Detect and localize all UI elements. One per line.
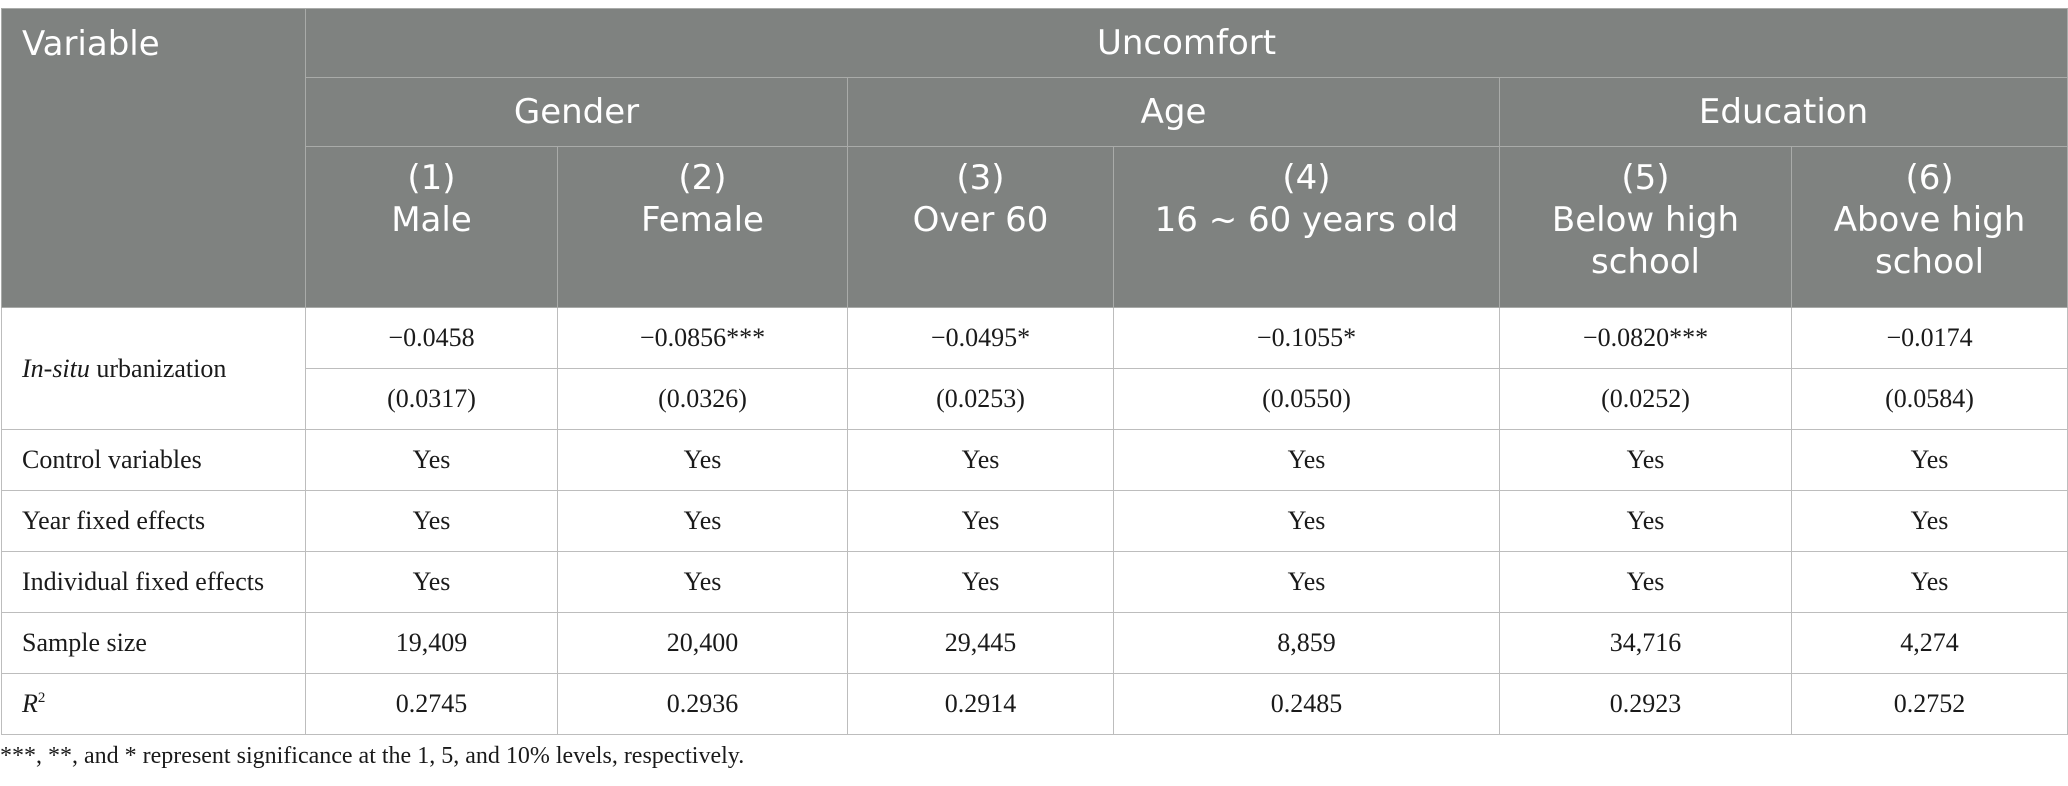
table-cell: 4,274 xyxy=(1790,612,2068,674)
table-cell: Yes xyxy=(305,429,558,491)
column-label: 16 ~ 60 years old xyxy=(1154,200,1459,240)
table-cell: −0.1055* xyxy=(1113,307,1500,369)
table-row-r-squared: R2 0.2745 0.2936 0.2914 0.2485 0.2923 0.… xyxy=(1,673,2068,735)
table-cell: 20,400 xyxy=(557,612,848,674)
table-cell: Yes xyxy=(557,429,848,491)
table-cell: (0.0253) xyxy=(847,368,1114,430)
row-label: Year fixed effects xyxy=(1,490,306,552)
table-row-year-fixed-effects: Year fixed effects Yes Yes Yes Yes Yes Y… xyxy=(1,490,2068,552)
table-cell: −0.0458 xyxy=(305,307,558,369)
table-cell: Yes xyxy=(1113,490,1500,552)
table-cell: (0.0252) xyxy=(1499,368,1792,430)
table-cell: 8,859 xyxy=(1113,612,1500,674)
table-cell: 0.2752 xyxy=(1790,673,2068,735)
column-number: (4) xyxy=(1282,158,1331,198)
superscript: 2 xyxy=(37,690,46,706)
table-cell: 0.2936 xyxy=(557,673,848,735)
column-number: (3) xyxy=(956,158,1005,198)
group-header-gender: Gender xyxy=(305,77,848,147)
table-cell: Yes xyxy=(1790,429,2068,491)
table-cell: Yes xyxy=(1499,429,1792,491)
table-row-urbanization-se: (0.0317) (0.0326) (0.0253) (0.0550) (0.0… xyxy=(2,368,2068,430)
table-cell: Yes xyxy=(1790,551,2068,613)
column-header-6: (6) Above high school xyxy=(1790,146,2068,308)
column-label: Above high school xyxy=(1833,200,2026,282)
table-cell: 34,716 xyxy=(1499,612,1792,674)
table-cell: (0.0326) xyxy=(557,368,848,430)
table-cell: −0.0820*** xyxy=(1499,307,1792,369)
row-label: Individual fixed effects xyxy=(1,551,306,613)
table-cell: −0.0495* xyxy=(847,307,1114,369)
table-cell: Yes xyxy=(847,490,1114,552)
results-table: Variable Uncomfort Gender Age Education … xyxy=(1,8,2068,735)
column-header-5: (5) Below high school xyxy=(1499,146,1792,308)
column-header-3: (3) Over 60 xyxy=(847,146,1114,308)
column-label: Over 60 xyxy=(912,200,1049,240)
table-cell: Yes xyxy=(1113,551,1500,613)
table-cell: Yes xyxy=(1113,429,1500,491)
table-cell: Yes xyxy=(1499,551,1792,613)
table-row-control-variables: Control variables Yes Yes Yes Yes Yes Ye… xyxy=(1,429,2068,491)
table-cell: Yes xyxy=(1499,490,1792,552)
group-header-education: Education xyxy=(1498,77,2068,147)
row-label-italic: In-situ xyxy=(22,353,90,383)
column-number: (5) xyxy=(1621,158,1670,198)
table-cell: 0.2923 xyxy=(1499,673,1792,735)
table-cell: 19,409 xyxy=(305,612,558,674)
column-header-4: (4) 16 ~ 60 years old xyxy=(1113,146,1500,308)
table-row-urbanization-coef: In-situ urbanization −0.0458 −0.0856*** … xyxy=(1,307,2068,430)
column-header-2: (2) Female xyxy=(557,146,848,308)
table-row-individual-fixed-effects: Individual fixed effects Yes Yes Yes Yes… xyxy=(1,551,2068,613)
table-cell: Yes xyxy=(557,490,848,552)
table-cell: 0.2745 xyxy=(305,673,558,735)
table-cell: Yes xyxy=(305,551,558,613)
column-label: Male xyxy=(391,200,472,240)
variable-header: Variable xyxy=(1,8,306,308)
row-label-text: urbanization xyxy=(89,353,227,383)
column-number: (1) xyxy=(407,158,456,198)
table-cell: 0.2485 xyxy=(1113,673,1500,735)
column-number: (2) xyxy=(678,158,727,198)
outcome-header: Uncomfort xyxy=(304,8,2068,78)
row-label: Control variables xyxy=(1,429,306,491)
table-cell: 0.2914 xyxy=(847,673,1114,735)
column-header-1: (1) Male xyxy=(305,146,558,308)
column-label: Female xyxy=(641,200,764,240)
table-cell: (0.0550) xyxy=(1113,368,1500,430)
table-cell: Yes xyxy=(847,551,1114,613)
table-cell: Yes xyxy=(1790,490,2068,552)
table-cell: Yes xyxy=(847,429,1114,491)
column-number: (6) xyxy=(1905,158,1954,198)
table-cell: Yes xyxy=(557,551,848,613)
table-cell: Yes xyxy=(305,490,558,552)
row-label-r-squared: R2 xyxy=(1,673,306,735)
table-cell: (0.0584) xyxy=(1790,368,2068,430)
table-row-sample-size: Sample size 19,409 20,400 29,445 8,859 3… xyxy=(1,612,2068,674)
row-label-italic: R xyxy=(22,689,38,718)
table-cell: (0.0317) xyxy=(305,368,558,430)
table-footnote: ***, **, and * represent significance at… xyxy=(0,743,745,769)
table-cell: −0.0856*** xyxy=(557,307,848,369)
column-label: Below high school xyxy=(1551,200,1740,282)
group-header-age: Age xyxy=(847,77,1500,147)
table-cell: −0.0174 xyxy=(1790,307,2068,369)
table-cell: 29,445 xyxy=(847,612,1114,674)
row-label: Sample size xyxy=(1,612,306,674)
results-table-container: Variable Uncomfort Gender Age Education … xyxy=(0,8,2068,770)
row-label-urbanization: In-situ urbanization xyxy=(1,307,306,430)
